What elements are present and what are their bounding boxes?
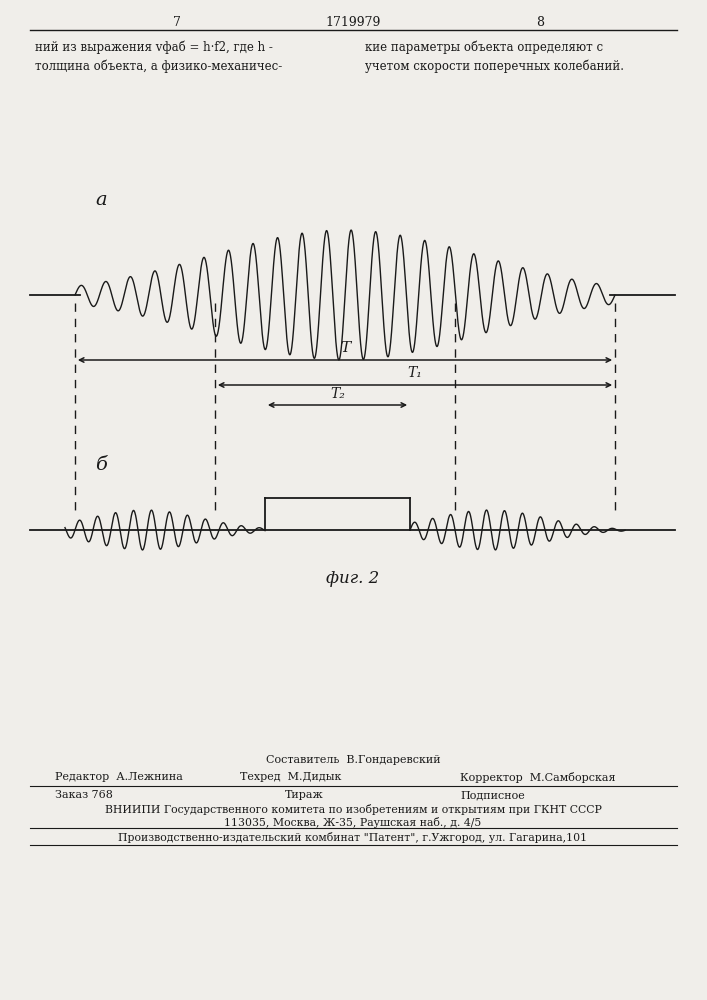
Text: Тираж: Тираж <box>285 790 324 800</box>
Text: ВНИИПИ Государственного комитета по изобретениям и открытиям при ГКНТ СССР: ВНИИПИ Государственного комитета по изоб… <box>105 804 602 815</box>
Text: 1719979: 1719979 <box>325 16 380 29</box>
Text: T₂: T₂ <box>330 387 345 401</box>
Text: а: а <box>95 191 107 209</box>
Text: T₁: T₁ <box>407 366 423 380</box>
Text: фиг. 2: фиг. 2 <box>327 570 380 587</box>
Text: 8: 8 <box>536 16 544 29</box>
Text: T: T <box>340 341 350 355</box>
Text: 7: 7 <box>173 16 181 29</box>
Text: Составитель  В.Гондаревский: Составитель В.Гондаревский <box>266 755 440 765</box>
Text: ний из выражения vфаб = h·f2, где h -
толщина объекта, а физико-механичес-: ний из выражения vфаб = h·f2, где h - то… <box>35 40 282 73</box>
Text: Производственно-издательский комбинат "Патент", г.Ужгород, ул. Гагарина,101: Производственно-издательский комбинат "П… <box>119 832 588 843</box>
Text: Подписное: Подписное <box>460 790 525 800</box>
Text: 113035, Москва, Ж-35, Раушская наб., д. 4/5: 113035, Москва, Ж-35, Раушская наб., д. … <box>224 817 481 828</box>
Text: кие параметры объекта определяют с
учетом скорости поперечных колебаний.: кие параметры объекта определяют с учето… <box>365 40 624 73</box>
Text: б: б <box>95 456 107 474</box>
Text: Заказ 768: Заказ 768 <box>55 790 113 800</box>
Text: Редактор  А.Лежнина: Редактор А.Лежнина <box>55 772 183 782</box>
Text: Техред  М.Дидык: Техред М.Дидык <box>240 772 341 782</box>
Text: Корректор  М.Самборская: Корректор М.Самборская <box>460 772 616 783</box>
